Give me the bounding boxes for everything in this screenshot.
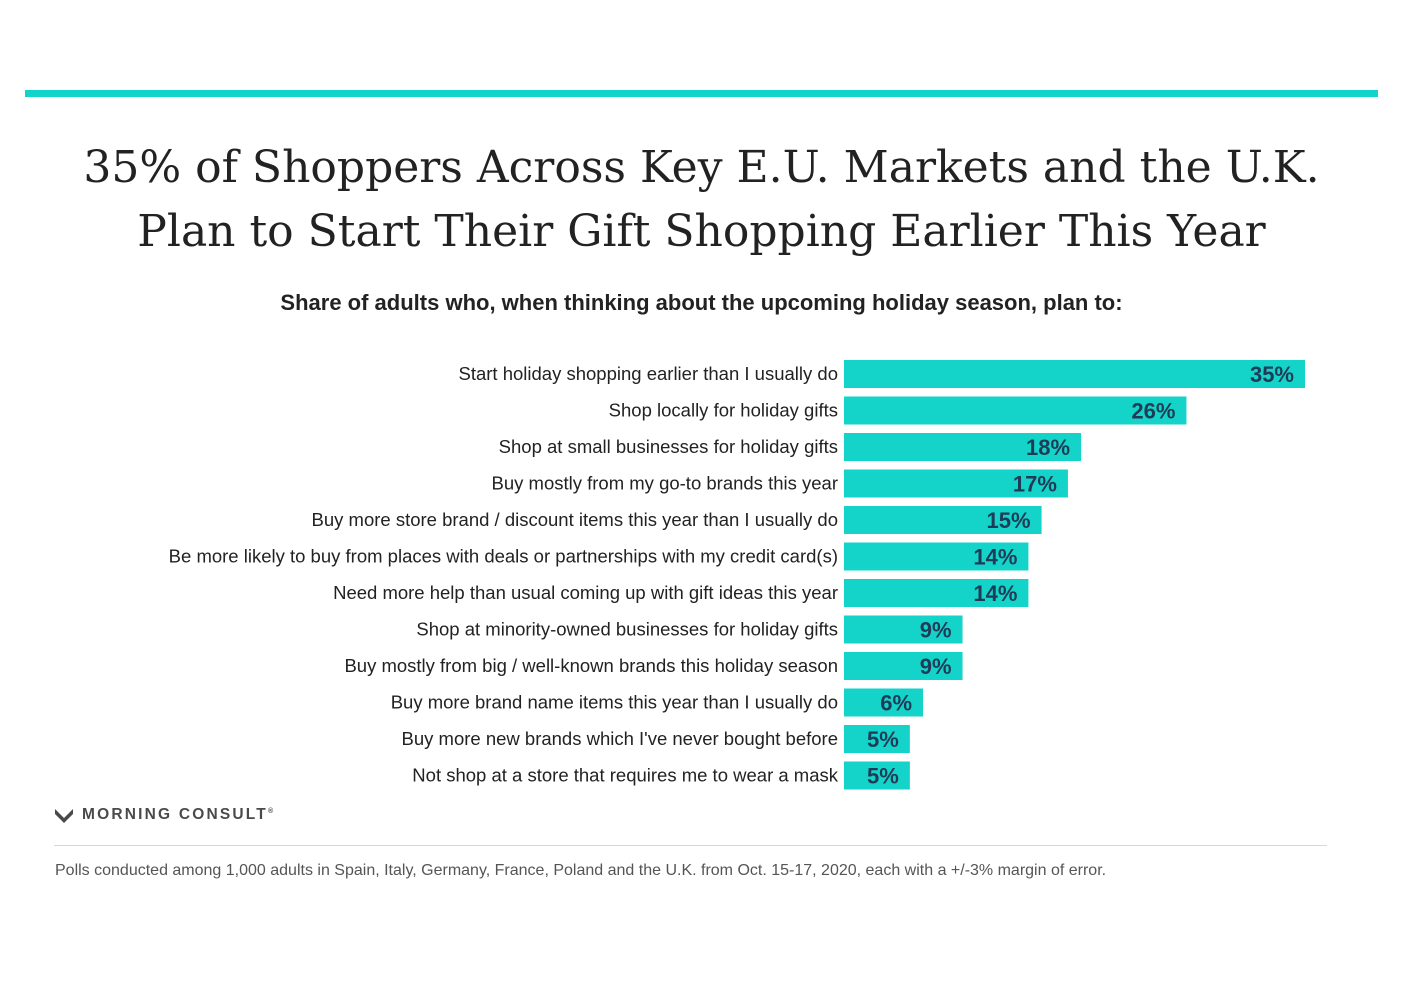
bar	[844, 688, 924, 717]
category-label: Buy more brand name items this year than…	[391, 692, 838, 713]
bar-value-label: 18%	[1026, 435, 1070, 460]
bar	[844, 396, 1187, 425]
bar	[844, 506, 1042, 534]
bar	[844, 652, 963, 680]
category-label: Buy mostly from my go-to brands this yea…	[492, 473, 838, 494]
chart-subtitle: Share of adults who, when thinking about…	[280, 290, 1123, 315]
logo-text: MORNING CONSULT®	[82, 806, 276, 823]
category-label: Need more help than usual coming up with…	[333, 582, 838, 603]
bar-value-label: 9%	[920, 618, 952, 643]
bar-value-label: 15%	[987, 508, 1031, 533]
bar	[844, 761, 910, 790]
bar	[844, 469, 1068, 498]
bar	[844, 360, 1305, 388]
category-label: Shop at minority-owned businesses for ho…	[416, 619, 838, 640]
bar	[844, 725, 910, 753]
bar-value-label: 9%	[920, 654, 952, 679]
logo-registered-mark: ®	[267, 807, 276, 815]
category-label: Shop locally for holiday gifts	[609, 400, 838, 421]
category-label: Not shop at a store that requires me to …	[412, 765, 838, 786]
bar-value-label: 17%	[1013, 472, 1057, 497]
bar-value-label: 26%	[1131, 399, 1175, 424]
bar	[844, 615, 963, 644]
bar-chart: Start holiday shopping earlier than I us…	[169, 360, 1305, 790]
bar	[844, 433, 1082, 461]
top-accent-rule	[25, 90, 1378, 97]
m-chevron-icon	[55, 809, 73, 823]
bar-value-label: 5%	[867, 727, 899, 752]
bar-value-label: 5%	[867, 764, 899, 789]
chart-title: 35% of Shoppers Across Key E.U. Markets …	[0, 136, 1403, 264]
footnote: Polls conducted among 1,000 adults in Sp…	[55, 862, 1107, 879]
bar-value-label: 6%	[880, 691, 912, 716]
bar	[844, 542, 1029, 571]
category-label: Buy more store brand / discount items th…	[312, 509, 838, 530]
footer-divider	[54, 845, 1327, 846]
morning-consult-logo: MORNING CONSULT®	[54, 806, 275, 824]
category-label: Buy more new brands which I've never bou…	[402, 728, 838, 749]
category-label: Start holiday shopping earlier than I us…	[459, 363, 839, 384]
bar-value-label: 35%	[1250, 362, 1294, 387]
bar-value-label: 14%	[973, 581, 1017, 606]
chart-title-line-1: 35% of Shoppers Across Key E.U. Markets …	[83, 142, 1320, 193]
category-label: Shop at small businesses for holiday gif…	[499, 436, 838, 457]
chart-title-line-2: Plan to Start Their Gift Shopping Earlie…	[137, 206, 1266, 257]
category-label: Be more likely to buy from places with d…	[169, 546, 838, 567]
bar	[844, 579, 1029, 607]
category-label: Buy mostly from big / well-known brands …	[344, 655, 838, 676]
bar-value-label: 14%	[973, 545, 1017, 570]
